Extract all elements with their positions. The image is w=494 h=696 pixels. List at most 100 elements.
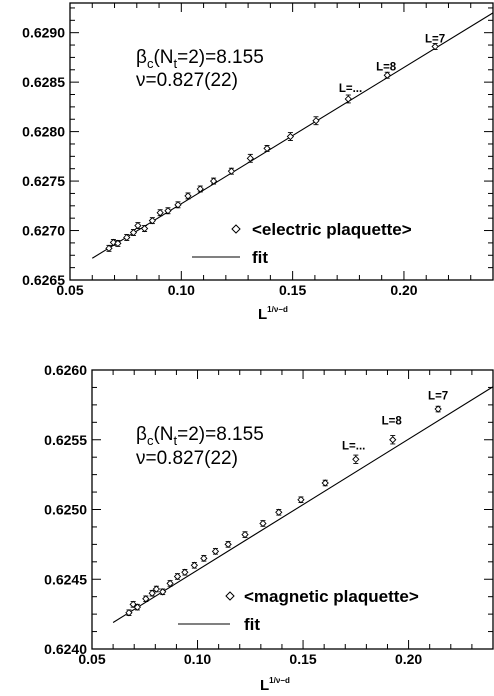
x-tick-label: 0.20: [395, 651, 422, 667]
diamond-marker: [196, 185, 204, 193]
diamond-marker: [211, 547, 220, 555]
legend-marker-diamond: [225, 591, 235, 601]
data-point: [352, 454, 360, 464]
data-point: [434, 405, 442, 413]
diamond-marker: [156, 209, 164, 217]
point-label: L=8: [376, 61, 397, 73]
diamond-marker: [209, 177, 218, 185]
diamond-marker: [434, 405, 442, 413]
y-tick-label: 0.6255: [44, 432, 87, 448]
data-point: [344, 94, 352, 104]
data-point: [297, 496, 305, 504]
legend: <electric plaquette> fit: [192, 220, 412, 267]
data-point: [133, 603, 142, 611]
diamond-marker: [129, 600, 137, 608]
diamond-marker: [241, 530, 249, 539]
diamond-marker: [148, 589, 156, 597]
nu-annotation: ν=0.827(22): [136, 70, 238, 91]
diamond-marker: [321, 479, 329, 487]
data-point: [156, 209, 164, 217]
x-tick-label: 0.15: [289, 651, 316, 667]
data-point: [166, 579, 174, 588]
data-point: [148, 589, 156, 597]
panel-electric: 0.6265 0.6270 0.6275 0.6280 0.6285 0.6290 0.0…: [22, 2, 494, 323]
data-point: [263, 144, 271, 153]
data-point: [227, 167, 236, 175]
data-point: [246, 153, 254, 163]
y-tick-label: 0.6290: [22, 25, 65, 41]
legend-marker-diamond: [231, 224, 241, 234]
data-point: [200, 554, 208, 562]
x-tick-label: 0.05: [78, 651, 105, 667]
data-point: [275, 508, 283, 516]
x-ticks: 0.05 0.10 0.15 0.20: [56, 3, 472, 298]
diamond-marker: [227, 167, 236, 175]
y-tick-label: 0.6245: [44, 571, 87, 587]
diamond-marker: [133, 603, 142, 611]
data-point: [123, 233, 131, 242]
y-tick-label: 0.6275: [22, 173, 65, 189]
data-point: [142, 595, 150, 603]
diamond-marker: [105, 244, 113, 252]
diamond-marker: [383, 71, 391, 79]
legend-label-electric: <electric plaquette>: [252, 220, 412, 239]
data-point: [224, 540, 232, 549]
data-point: [196, 185, 204, 193]
point-label: L=7: [428, 390, 448, 402]
data-point: [129, 228, 138, 237]
y-tick-label: 0.6285: [22, 74, 65, 90]
data-point: [114, 239, 122, 248]
diamond-marker: [389, 436, 397, 444]
fit-line: [112, 386, 494, 623]
nu-annotation: ν=0.827(22): [136, 448, 238, 469]
point-labels: L=7 L=8 L=...: [342, 390, 448, 452]
data-point: [259, 519, 267, 528]
diamond-marker: [286, 132, 295, 141]
plot-frame: [91, 369, 494, 650]
data-point: [125, 609, 133, 617]
diamond-marker: [259, 519, 267, 528]
diamond-marker: [174, 201, 182, 209]
data-points: [105, 42, 439, 252]
data-point: [321, 479, 329, 487]
diamond-marker: [134, 221, 142, 230]
data-point: [181, 568, 189, 576]
data-point: [209, 177, 218, 185]
x-axis-label: L1/ν−d: [258, 305, 288, 323]
x-tick-label: 0.15: [279, 282, 306, 298]
diamond-marker: [297, 496, 305, 504]
x-axis-label: L1/ν−d: [260, 676, 290, 694]
diamond-marker: [123, 233, 131, 242]
y-tick-label: 0.6270: [22, 223, 65, 239]
data-point: [383, 71, 391, 79]
data-point: [174, 201, 182, 209]
point-label: L=8: [382, 415, 403, 427]
diamond-marker: [246, 154, 254, 162]
diamond-marker: [275, 508, 283, 516]
data-point: [389, 435, 397, 445]
y-tick-label: 0.6240: [44, 641, 87, 657]
diamond-marker: [224, 540, 232, 549]
y-tick-label: 0.6260: [44, 362, 87, 378]
data-point: [184, 192, 192, 200]
data-point: [140, 224, 149, 233]
x-tick-label: 0.10: [184, 651, 211, 667]
y-ticks: 0.6240 0.6245 0.6250 0.6255 0.6260: [44, 362, 493, 657]
y-tick-label: 0.6250: [44, 502, 87, 518]
x-tick-label: 0.05: [56, 282, 83, 298]
data-point: [211, 547, 220, 555]
data-point: [173, 572, 182, 581]
data-point: [431, 42, 439, 51]
data-point: [164, 207, 172, 215]
x-ticks: 0.05 0.10 0.15 0.20: [78, 370, 473, 667]
diamond-marker: [181, 568, 189, 576]
diamond-marker: [125, 609, 133, 617]
x-tick-label: 0.20: [390, 282, 417, 298]
beta-annotation: βc(Nt=2)=8.155: [136, 424, 264, 448]
diamond-marker: [263, 144, 271, 153]
legend: <magnetic plaquette> fit: [178, 587, 419, 634]
data-points: [125, 405, 442, 617]
diamond-marker: [164, 207, 172, 215]
data-point: [241, 530, 249, 539]
